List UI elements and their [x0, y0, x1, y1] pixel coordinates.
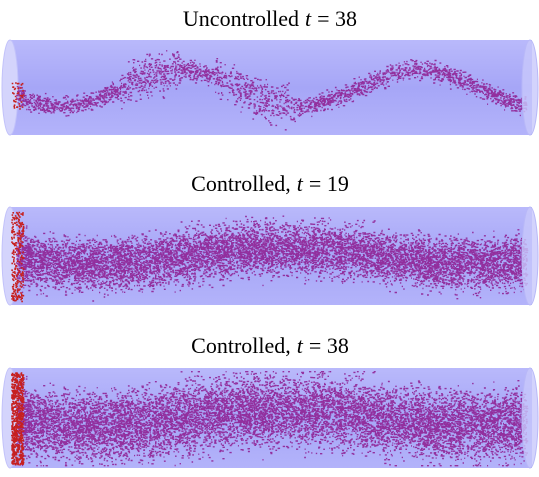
title-part: Controlled, [191, 333, 291, 358]
title-part: = 38 [309, 333, 349, 358]
panel-title: Controlled,t= 19 [191, 171, 349, 196]
title-part: t [305, 6, 312, 31]
pipe-end [522, 368, 538, 468]
title-part: t [297, 171, 304, 196]
panel: Controlled,t= 19 [2, 171, 538, 305]
title-part: t [297, 333, 304, 358]
panel-title: Controlled,t= 38 [191, 333, 349, 358]
title-part: Uncontrolled [183, 6, 299, 31]
title-part: Controlled, [191, 171, 291, 196]
panel: Controlled,t= 38 [2, 333, 538, 468]
pipe-end [2, 40, 18, 135]
pipe-end [522, 40, 538, 135]
pipe-end [522, 207, 538, 305]
title-part: = 19 [309, 171, 349, 196]
title-part: = 38 [317, 6, 357, 31]
figure: Uncontrolledt= 38Controlled,t= 19Control… [0, 0, 539, 477]
